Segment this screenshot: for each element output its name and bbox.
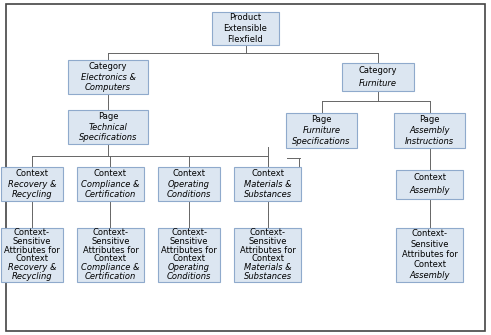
Text: Conditions: Conditions xyxy=(167,272,211,281)
Text: Certification: Certification xyxy=(85,190,136,199)
Text: Sensitive: Sensitive xyxy=(170,237,208,246)
FancyBboxPatch shape xyxy=(396,228,463,281)
Text: Context-: Context- xyxy=(411,229,448,238)
FancyBboxPatch shape xyxy=(234,228,301,281)
Text: Context: Context xyxy=(172,169,206,178)
Text: Certification: Certification xyxy=(85,272,136,281)
Text: Assembly: Assembly xyxy=(409,187,450,195)
Text: Context: Context xyxy=(413,173,446,182)
Text: Materials &: Materials & xyxy=(244,180,291,189)
FancyBboxPatch shape xyxy=(286,113,357,148)
Text: Page: Page xyxy=(311,115,332,124)
Text: Page: Page xyxy=(98,112,118,121)
Text: Sensitive: Sensitive xyxy=(410,240,449,249)
Text: Sensitive: Sensitive xyxy=(248,237,287,246)
Text: Page: Page xyxy=(419,115,440,124)
FancyBboxPatch shape xyxy=(234,167,301,201)
Text: Compliance &: Compliance & xyxy=(81,180,140,189)
Text: Attributes for: Attributes for xyxy=(4,246,60,255)
Text: Compliance &: Compliance & xyxy=(81,263,140,272)
FancyBboxPatch shape xyxy=(158,167,220,201)
Text: Context: Context xyxy=(94,169,127,178)
FancyBboxPatch shape xyxy=(394,113,465,148)
Text: Context: Context xyxy=(413,261,446,269)
Text: Technical: Technical xyxy=(88,123,128,132)
Text: Context-: Context- xyxy=(249,228,286,238)
Text: Recovery &: Recovery & xyxy=(8,180,56,189)
FancyBboxPatch shape xyxy=(212,11,279,45)
Text: Context-: Context- xyxy=(92,228,129,238)
Text: Category: Category xyxy=(359,66,397,75)
FancyBboxPatch shape xyxy=(68,60,147,94)
Text: Operating: Operating xyxy=(168,263,210,272)
Text: Recovery &: Recovery & xyxy=(8,263,56,272)
Text: Assembly: Assembly xyxy=(409,126,450,135)
FancyBboxPatch shape xyxy=(6,4,485,331)
Text: Extensible: Extensible xyxy=(223,24,268,33)
Text: Category: Category xyxy=(89,62,127,71)
Text: Context: Context xyxy=(251,254,284,263)
FancyBboxPatch shape xyxy=(158,228,220,281)
Text: Substances: Substances xyxy=(244,190,292,199)
Text: Instructions: Instructions xyxy=(405,137,454,146)
FancyBboxPatch shape xyxy=(342,63,414,91)
Text: Sensitive: Sensitive xyxy=(91,237,130,246)
Text: Sensitive: Sensitive xyxy=(13,237,51,246)
Text: Furniture: Furniture xyxy=(302,126,341,135)
Text: Materials &: Materials & xyxy=(244,263,291,272)
Text: Product: Product xyxy=(229,13,262,22)
FancyBboxPatch shape xyxy=(68,111,147,144)
Text: Context: Context xyxy=(15,254,49,263)
Text: Furniture: Furniture xyxy=(359,79,397,88)
Text: Computers: Computers xyxy=(85,83,131,92)
FancyBboxPatch shape xyxy=(77,228,144,281)
Text: Substances: Substances xyxy=(244,272,292,281)
Text: Context: Context xyxy=(172,254,206,263)
FancyBboxPatch shape xyxy=(1,167,63,201)
Text: Specifications: Specifications xyxy=(79,133,137,142)
Text: Context-: Context- xyxy=(171,228,207,238)
FancyBboxPatch shape xyxy=(396,170,463,199)
FancyBboxPatch shape xyxy=(77,167,144,201)
Text: Context: Context xyxy=(94,254,127,263)
Text: Flexfield: Flexfield xyxy=(228,35,263,44)
Text: Attributes for: Attributes for xyxy=(161,246,217,255)
FancyBboxPatch shape xyxy=(1,228,63,281)
Text: Recycling: Recycling xyxy=(12,272,52,281)
Text: Attributes for: Attributes for xyxy=(82,246,138,255)
Text: Context: Context xyxy=(15,169,49,178)
Text: Electronics &: Electronics & xyxy=(81,73,136,81)
Text: Context-: Context- xyxy=(14,228,50,238)
Text: Specifications: Specifications xyxy=(293,137,351,146)
Text: Operating: Operating xyxy=(168,180,210,189)
Text: Attributes for: Attributes for xyxy=(402,250,458,259)
Text: Assembly: Assembly xyxy=(409,271,450,280)
Text: Recycling: Recycling xyxy=(12,190,52,199)
Text: Attributes for: Attributes for xyxy=(240,246,296,255)
Text: Context: Context xyxy=(251,169,284,178)
Text: Conditions: Conditions xyxy=(167,190,211,199)
